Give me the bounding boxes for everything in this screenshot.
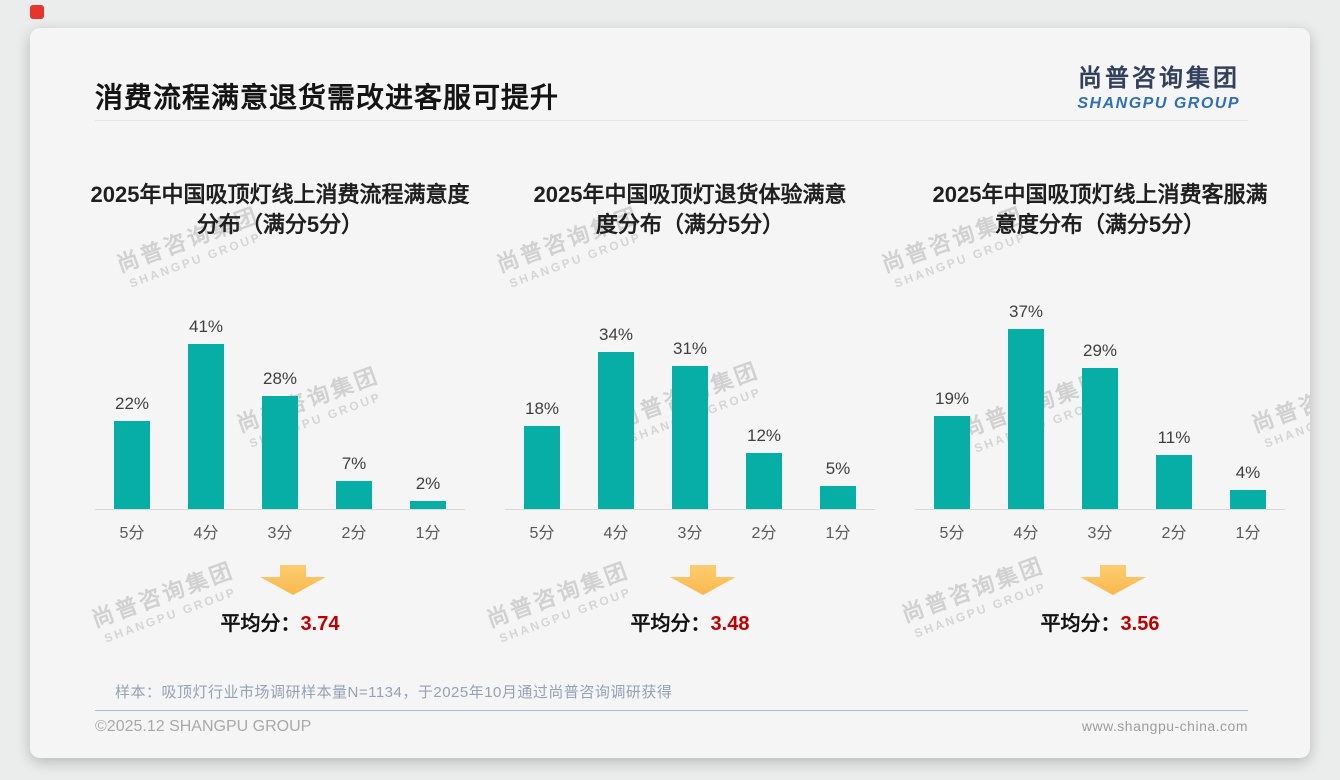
- chart-consumption-process: 2025年中国吸顶灯线上消费流程满意度 分布（满分5分） 22% 41% 28% 7%…: [91, 176, 470, 636]
- logo-text-en: SHANGPU GROUP: [1077, 95, 1240, 112]
- bar-cell: 34%: [579, 325, 653, 509]
- x-axis-label: 1分: [1235, 524, 1261, 542]
- bar-value-label: 28%: [262, 368, 298, 388]
- average-label: 平均分：: [220, 612, 301, 635]
- chart-title: 2025年中国吸顶灯退货体验满意 度分布（满分5分）: [533, 182, 847, 237]
- bar-cell: 22%: [95, 394, 169, 509]
- bar-value-label: 34%: [598, 324, 634, 344]
- bar-cell: 12%: [727, 426, 801, 509]
- bar-cell: 7%: [317, 454, 391, 509]
- bar-value-label: 2%: [415, 473, 441, 493]
- average-value: 3.74: [300, 612, 340, 635]
- footer-row: ©2025.12 SHANGPU GROUP www.shangpu-china…: [95, 718, 1248, 736]
- page-title: 消费流程满意退货需改进客服可提升: [95, 82, 560, 113]
- red-corner-marker: [30, 5, 44, 19]
- bar: [410, 500, 446, 509]
- down-arrow-icon: [670, 564, 736, 595]
- logo-text-cn: 尚普咨询集团: [1078, 65, 1240, 92]
- bar-cell: 19%: [915, 389, 989, 509]
- chart-return-experience: 2025年中国吸顶灯退货体验满意 度分布（满分5分） 18% 34% 31% 12% 5…: [505, 176, 875, 636]
- plot: 19% 37% 29% 11% 4%: [915, 290, 1285, 510]
- bar-value-label: 19%: [934, 388, 970, 408]
- plot: 22% 41% 28% 7% 2%: [95, 290, 465, 510]
- bar-cell: 28%: [243, 369, 317, 509]
- x-axis-label: 3分: [267, 524, 293, 542]
- x-axis-label: 3分: [677, 524, 703, 542]
- average-score: 平均分：3.56: [1041, 607, 1160, 636]
- x-axis: 5分 4分 3分 2分 1分: [95, 510, 465, 543]
- down-arrow-icon: [1080, 564, 1146, 595]
- bar-cell: 5%: [801, 459, 875, 509]
- x-axis-label: 4分: [603, 524, 629, 542]
- bar-cell: 4%: [1211, 463, 1285, 509]
- website-url: www.shangpu-china.com: [1081, 718, 1248, 734]
- bar: [598, 351, 634, 509]
- x-axis-label: 1分: [415, 524, 441, 542]
- bar-value-label: 29%: [1082, 340, 1118, 360]
- chart-customer-service: 2025年中国吸顶灯线上消费客服满 意度分布（满分5分） 19% 37% 29% 11…: [915, 176, 1285, 636]
- bar-cell: 29%: [1063, 341, 1137, 509]
- x-axis-label: 5分: [529, 524, 555, 542]
- bar: [672, 365, 708, 509]
- bar-value-label: 7%: [341, 453, 367, 473]
- x-axis-label: 3分: [1087, 524, 1113, 542]
- bar-value-label: 22%: [114, 393, 150, 413]
- sample-note: 样本：吸顶灯行业市场调研样本量N=1134，于2025年10月通过尚普咨询调研获…: [115, 684, 673, 701]
- average-score: 平均分：3.74: [221, 607, 340, 636]
- bar: [820, 485, 856, 509]
- bar-value-label: 31%: [672, 338, 708, 358]
- x-axis: 5分 4分 3分 2分 1分: [915, 510, 1285, 543]
- x-axis-label: 2分: [751, 524, 777, 542]
- bar: [746, 452, 782, 509]
- copyright-text: ©2025.12 SHANGPU GROUP: [95, 718, 312, 735]
- bar-value-label: 41%: [188, 316, 224, 336]
- average-label: 平均分：: [1040, 612, 1121, 635]
- bar: [1230, 489, 1266, 509]
- x-axis-label: 2分: [341, 524, 367, 542]
- x-axis: 5分 4分 3分 2分 1分: [505, 510, 875, 543]
- x-axis-label: 5分: [939, 524, 965, 542]
- average-value: 3.48: [710, 612, 750, 635]
- bar: [114, 420, 150, 509]
- bar: [934, 415, 970, 509]
- bar: [336, 480, 372, 509]
- down-arrow-icon: [260, 564, 326, 595]
- bar-value-label: 37%: [1008, 301, 1044, 321]
- bar-value-label: 11%: [1157, 427, 1191, 447]
- chart-title: 2025年中国吸顶灯线上消费客服满 意度分布（满分5分）: [932, 182, 1268, 237]
- bar-cell: 31%: [653, 339, 727, 509]
- bar: [1008, 328, 1044, 509]
- x-axis-label: 4分: [1013, 524, 1039, 542]
- bar-cell: 37%: [989, 302, 1063, 509]
- plot: 18% 34% 31% 12% 5%: [505, 290, 875, 510]
- slide-card: 尚普咨询集团 SHANGPU GROUP 尚普咨询集团 SHANGPU GROUP 尚普…: [30, 28, 1310, 758]
- bar: [262, 395, 298, 509]
- x-axis-label: 4分: [193, 524, 219, 542]
- company-logo: 尚普咨询集团 SHANGPU GROUP: [1077, 58, 1240, 113]
- bar-value-label: 4%: [1235, 462, 1261, 482]
- average-score: 平均分：3.48: [631, 607, 750, 636]
- x-axis-label: 2分: [1161, 524, 1187, 542]
- bar: [188, 343, 224, 509]
- bar-cell: 2%: [391, 474, 465, 509]
- bar-cell: 18%: [505, 399, 579, 509]
- bar: [1082, 367, 1118, 509]
- x-axis-label: 5分: [119, 524, 145, 542]
- bar: [1156, 454, 1192, 509]
- charts-row: 2025年中国吸顶灯线上消费流程满意度 分布（满分5分） 22% 41% 28% 7%…: [91, 176, 1285, 636]
- average-label: 平均分：: [630, 612, 711, 635]
- chart-title: 2025年中国吸顶灯线上消费流程满意度 分布（满分5分）: [90, 182, 470, 237]
- bar-cell: 11%: [1137, 428, 1211, 509]
- bar-value-label: 12%: [746, 425, 782, 445]
- bar-cell: 41%: [169, 317, 243, 509]
- average-value: 3.56: [1120, 612, 1160, 635]
- bar-value-label: 18%: [524, 398, 560, 418]
- x-axis-label: 1分: [825, 524, 851, 542]
- bar: [524, 425, 560, 509]
- header-divider: [95, 120, 1248, 121]
- footer-divider: [95, 710, 1248, 711]
- bar-value-label: 5%: [825, 458, 851, 478]
